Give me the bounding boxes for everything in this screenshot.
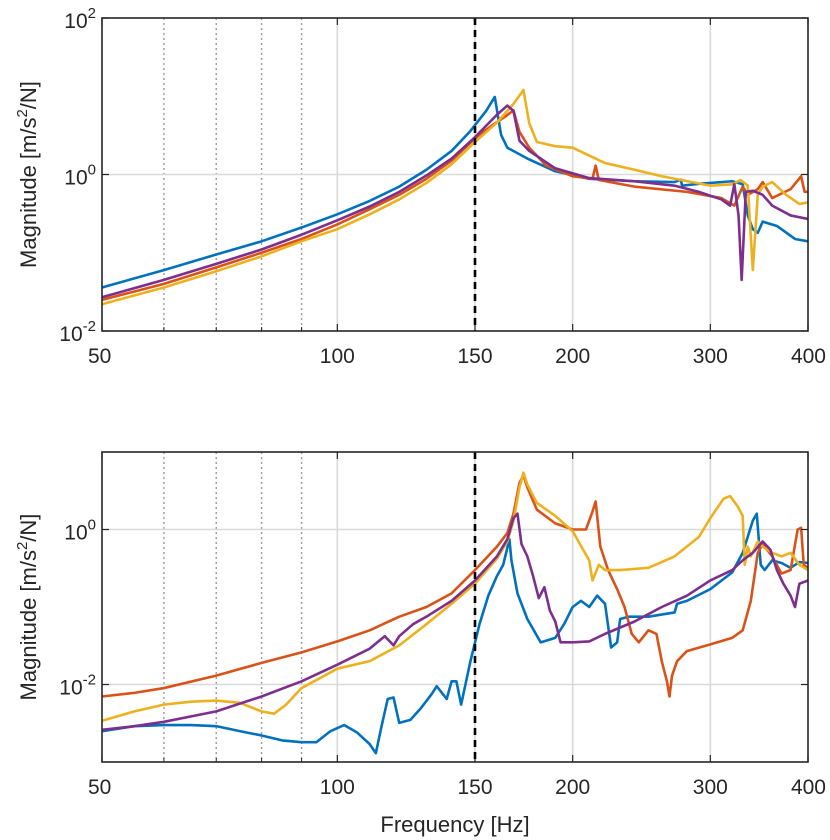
y-label-superscript: 2 bbox=[14, 542, 31, 550]
chart-panel-top: 50 100 150 200 300 400 10-2 100 102 Magnitude [m… bbox=[14, 5, 826, 368]
series-line-3 bbox=[102, 88, 808, 306]
y-tick-label: 100 bbox=[64, 162, 96, 190]
series-line-4 bbox=[102, 104, 808, 299]
y-tick-label: 10-2 bbox=[59, 672, 96, 700]
y-label-part-3: /N] bbox=[16, 81, 41, 109]
x-axis-label: Frequency [Hz] bbox=[380, 812, 529, 837]
series-layer bbox=[102, 88, 808, 306]
axes-frame-bottom bbox=[101, 451, 809, 763]
x-tick-label: 100 bbox=[320, 776, 355, 799]
y-tick-label: 10-2 bbox=[59, 318, 96, 346]
y-label-part-3: /N] bbox=[16, 514, 41, 542]
y-tick-label: 102 bbox=[64, 5, 96, 33]
series-line-2 bbox=[102, 109, 808, 302]
tick-labels: 50 100 150 200 300 400 10-2 100 102 bbox=[59, 5, 826, 368]
x-tick-label: 200 bbox=[555, 345, 590, 368]
x-tick-label: 50 bbox=[88, 345, 111, 368]
x-tick-label: 50 bbox=[88, 776, 111, 799]
x-tick-label: 400 bbox=[791, 776, 826, 799]
y-axis-label-top: Magnitude [m/s2/N] bbox=[14, 81, 41, 268]
series-line-1 bbox=[102, 95, 808, 289]
x-tick-label: 200 bbox=[555, 776, 590, 799]
axes-frame-top bbox=[101, 17, 809, 332]
x-tick-label: 100 bbox=[320, 345, 355, 368]
x-tick-label: 150 bbox=[457, 345, 492, 368]
x-tick-label: 300 bbox=[693, 345, 728, 368]
x-tick-label: 150 bbox=[457, 776, 492, 799]
y-tick-label: 100 bbox=[64, 517, 96, 545]
chart-panel-bottom: 50 100 150 200 300 400 10-2 100 Magnitude [m/s2… bbox=[14, 451, 826, 799]
y-axis-label-bottom: Magnitude [m/s2/N] bbox=[14, 514, 41, 701]
x-tick-label: 300 bbox=[693, 776, 728, 799]
y-label-superscript: 2 bbox=[14, 109, 31, 117]
tick-labels: 50 100 150 200 300 400 10-2 100 bbox=[59, 452, 826, 799]
series-line-4 bbox=[102, 512, 808, 732]
y-label-part-1: Magnitude [m/s bbox=[16, 550, 41, 700]
series-line-1 bbox=[102, 512, 808, 755]
series-line-3 bbox=[102, 471, 808, 723]
series-layer bbox=[102, 471, 808, 755]
y-label-part-1: Magnitude [m/s bbox=[16, 118, 41, 268]
x-tick-label: 400 bbox=[791, 345, 826, 368]
